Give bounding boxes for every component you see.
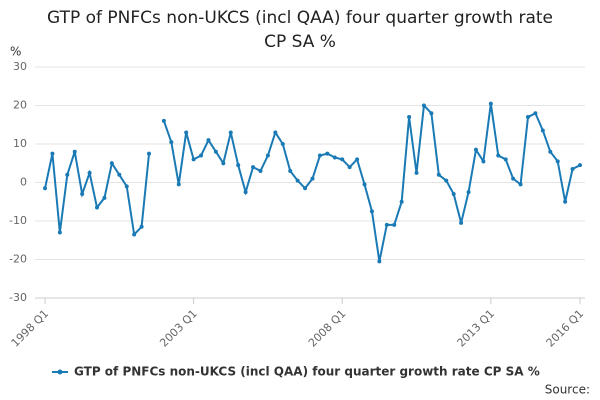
point (102, 195, 107, 200)
point (303, 186, 308, 191)
point (109, 161, 114, 166)
point (258, 168, 263, 173)
point (503, 157, 508, 162)
chart-title: GTP of PNFCs non-UKCS (incl QAA) four qu… (47, 8, 553, 52)
point (295, 178, 300, 183)
y-tick-label: -30 (9, 291, 27, 304)
point (199, 153, 204, 158)
point (347, 165, 352, 170)
point (340, 157, 345, 162)
point (414, 170, 419, 175)
point (139, 224, 144, 229)
point (518, 182, 523, 187)
point (548, 149, 553, 154)
point (95, 205, 100, 210)
legend-marker (57, 369, 63, 375)
y-tick-label: 0 (20, 176, 27, 189)
point (540, 128, 545, 133)
point (377, 259, 382, 264)
point (243, 190, 248, 195)
point (533, 111, 538, 116)
point (236, 163, 241, 168)
point (563, 199, 568, 204)
point (43, 186, 47, 191)
point (369, 209, 374, 214)
point (310, 176, 315, 181)
point (473, 147, 478, 152)
point (169, 140, 174, 145)
point (132, 232, 137, 237)
x-tick-label: 2013 Q1 (455, 307, 498, 350)
point (80, 192, 85, 197)
point (184, 130, 189, 135)
point (488, 101, 493, 106)
point (570, 167, 575, 172)
point (65, 172, 70, 177)
point (429, 111, 434, 116)
point (466, 190, 471, 195)
legend-label: GTP of PNFCs non-UKCS (incl QAA) four qu… (74, 365, 540, 379)
point (481, 159, 486, 164)
y-axis-label: % (10, 45, 21, 59)
point (392, 222, 397, 227)
x-tick-label: 2003 Q1 (157, 307, 200, 350)
point (496, 153, 501, 158)
point (384, 222, 389, 227)
point (228, 130, 233, 135)
point (459, 220, 464, 225)
point (221, 161, 226, 166)
point (213, 149, 218, 154)
point (355, 157, 360, 162)
point (288, 168, 293, 173)
point (273, 130, 278, 135)
point (362, 182, 367, 187)
x-tick-label: 2016 Q1 (544, 307, 587, 350)
y-tick-label: -20 (9, 253, 27, 266)
point (147, 151, 152, 156)
point (206, 138, 211, 143)
point (399, 199, 404, 204)
point (578, 163, 582, 168)
point (280, 142, 285, 146)
point (176, 182, 181, 187)
point (57, 230, 62, 235)
point (421, 103, 426, 108)
x-tick-label: 2008 Q1 (306, 307, 349, 350)
point (87, 170, 92, 175)
point (555, 159, 560, 164)
y-tick-label: -10 (9, 214, 27, 227)
point (72, 149, 77, 154)
y-tick-label: 30 (13, 60, 27, 73)
y-tick-label: 10 (13, 137, 27, 150)
point (525, 115, 530, 120)
point (407, 115, 412, 120)
point (451, 192, 456, 197)
point (124, 184, 129, 189)
x-tick-label: 1998 Q1 (9, 307, 52, 350)
source: Source: (545, 383, 590, 397)
point (332, 155, 337, 160)
point (511, 176, 516, 181)
y-tick-label: 20 (13, 99, 27, 112)
point (265, 153, 270, 158)
point (444, 178, 449, 183)
point (50, 151, 55, 156)
point (325, 151, 330, 156)
point (191, 157, 196, 162)
point (117, 172, 122, 177)
point (317, 153, 322, 158)
point (161, 118, 166, 123)
point (251, 165, 256, 170)
point (436, 172, 441, 177)
